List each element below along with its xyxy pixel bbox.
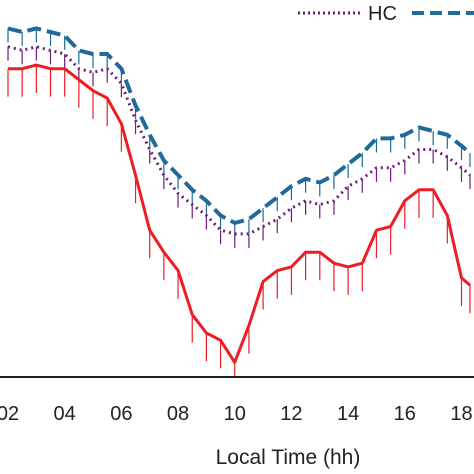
legend-label-hc: HC [368,3,397,25]
x-tick-label: 16 [394,403,416,425]
series-lines [7,26,472,364]
x-tick-label: 02 [0,403,19,425]
plot-area [7,26,472,377]
x-tick-label: 10 [224,403,246,425]
error-bars [7,28,471,377]
x-tick-label: 04 [54,403,76,425]
legend: HC [298,3,474,25]
x-tick-labels: 02 04 06 08 10 12 14 16 18 [0,403,473,425]
series-line-series-3 [8,63,471,364]
x-axis-title: Local Time (hh) [216,446,361,469]
x-tick-label: 08 [167,403,189,425]
x-tick-label: 18 [450,403,472,425]
x-tick-label: 06 [110,403,132,425]
series-line-series-2 [7,26,472,225]
x-tick-label: 14 [337,403,359,425]
x-tick-label: 12 [280,403,302,425]
series-line-hc [7,45,471,236]
